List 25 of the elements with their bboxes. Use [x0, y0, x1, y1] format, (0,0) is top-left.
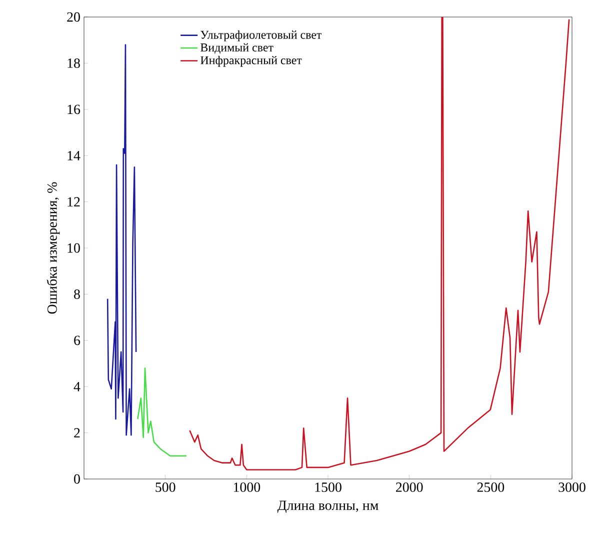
x-tick-label: 2500 — [477, 482, 504, 492]
x-tick-label: 500 — [156, 482, 176, 492]
y-tick-label: 6 — [74, 336, 80, 346]
y-tick-label: 4 — [74, 382, 80, 392]
x-tick-label: 2000 — [396, 482, 423, 492]
y-tick-label: 0 — [74, 474, 80, 484]
y-tick-label: 8 — [74, 289, 80, 299]
y-tick-label: 12 — [68, 197, 80, 206]
x-tick-label: 1500 — [315, 482, 342, 492]
line-series — [189, 16, 570, 470]
y-axis-title: Ошибка измерения, % — [46, 182, 60, 314]
legend-label: Инфракрасный свет — [200, 56, 302, 67]
line-series — [137, 367, 188, 457]
line-series — [106, 44, 137, 436]
y-tick-label: 20 — [67, 12, 80, 22]
legend-label: Ультрафиолетовый свет — [200, 30, 322, 42]
y-tick-label: 2 — [74, 428, 80, 438]
y-tick-label: 10 — [68, 243, 80, 253]
y-tick-label: 14 — [68, 150, 80, 160]
y-tick-label: 16 — [68, 104, 80, 114]
x-tick-label: 3000 — [558, 482, 586, 492]
x-tick-label: 1000 — [234, 482, 260, 492]
legend-label: Видимый свет — [200, 43, 274, 54]
y-tick-label: 18 — [68, 58, 80, 68]
x-axis-title: Длина волны, нм — [277, 500, 378, 513]
